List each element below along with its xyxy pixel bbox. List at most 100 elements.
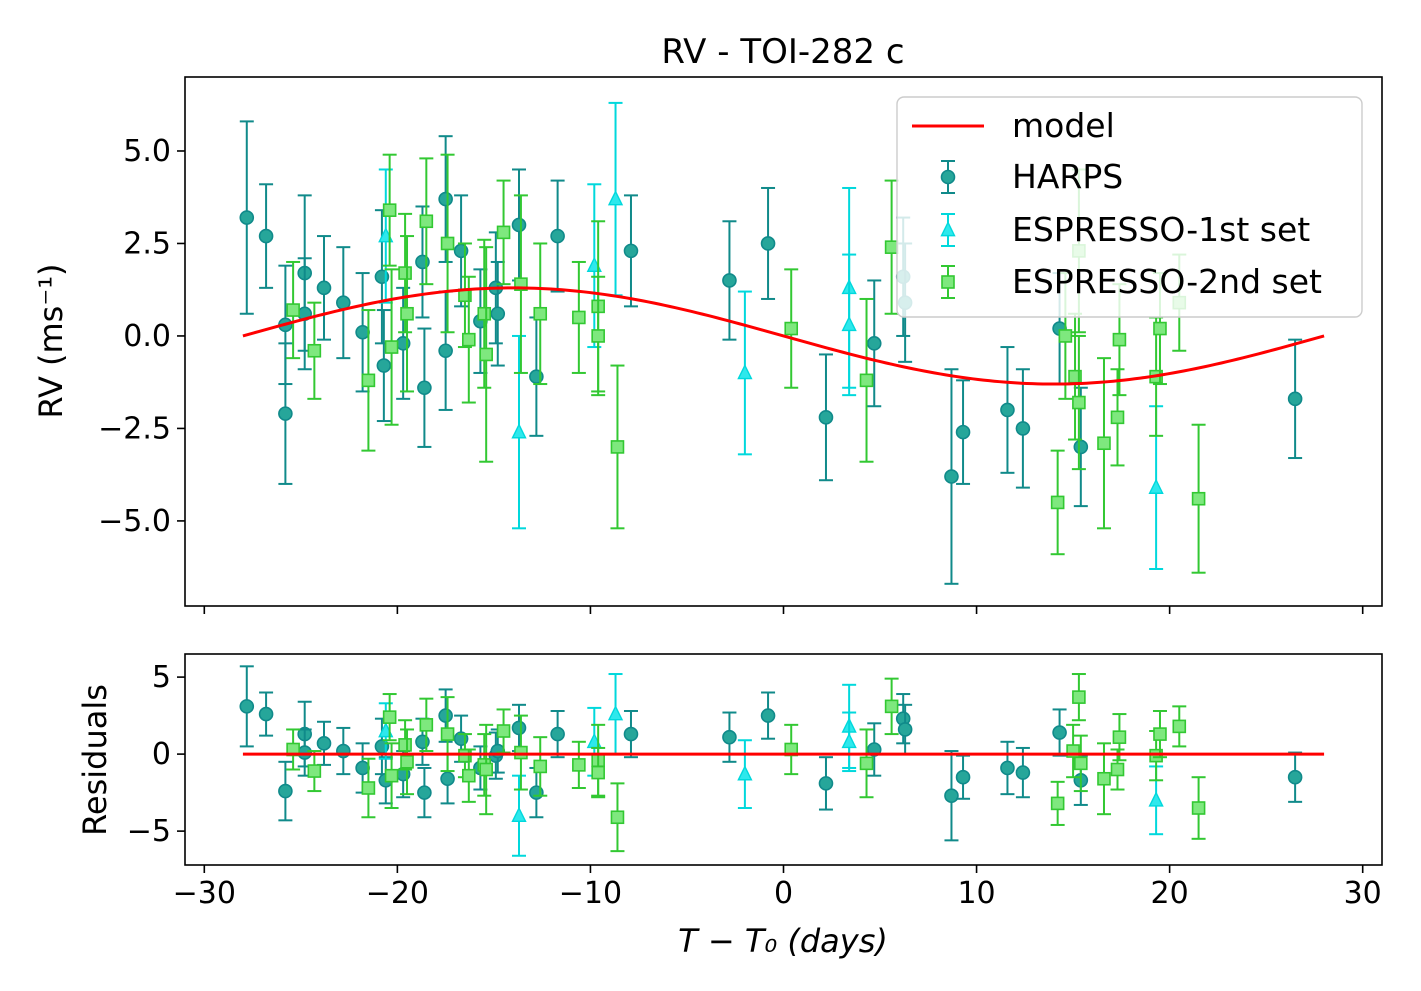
harps-point (438, 290, 453, 411)
harps-marker (355, 760, 370, 776)
espresso-2nd-set-point (461, 748, 476, 803)
y-tick-label: 2.5 (123, 226, 171, 261)
espresso-2nd-set-point (496, 708, 511, 754)
espresso-2nd-set-marker (1172, 719, 1187, 734)
x-tick-label: 10 (957, 876, 995, 911)
espresso-2nd-set-marker (286, 303, 300, 317)
espresso-2nd-set-marker (572, 310, 586, 325)
harps-point (529, 316, 544, 437)
legend-label-harps: HARPS (1012, 157, 1123, 196)
espresso-1st-set-point (607, 673, 624, 756)
espresso-2nd-set-marker (477, 306, 492, 321)
espresso-2nd-set-marker (1097, 436, 1111, 451)
harps-marker (722, 273, 737, 288)
espresso-2nd-set-marker (382, 203, 397, 217)
espresso-2nd-set-point (440, 696, 455, 773)
harps-point (1015, 368, 1031, 489)
espresso-1st-set-marker (511, 423, 527, 439)
harps-point (722, 711, 737, 763)
harps-point (818, 756, 834, 811)
harps-marker (760, 708, 776, 723)
espresso-2nd-set-marker (610, 440, 625, 454)
espresso-2nd-set-point (1050, 449, 1065, 556)
harps-marker (278, 406, 293, 421)
harps-point (490, 260, 506, 367)
espresso-2nd-set-marker (533, 306, 548, 321)
harps-point (239, 665, 255, 748)
espresso-2nd-set-marker (384, 768, 399, 783)
espresso-1st-set-marker (841, 732, 857, 749)
espresso-2nd-set-point (286, 728, 301, 771)
harps-point (550, 709, 565, 759)
espresso-1st-set-point (511, 334, 527, 530)
espresso-1st-set-point (607, 101, 624, 297)
espresso-2nd-set-marker (384, 340, 399, 354)
espresso-2nd-set-marker (1191, 491, 1206, 506)
espresso-2nd-set-marker (591, 765, 605, 780)
espresso-2nd-set-point (884, 677, 899, 736)
harps-point (355, 742, 370, 794)
legend-marker (940, 169, 956, 185)
harps-point (944, 750, 959, 842)
harps-point (355, 272, 370, 393)
espresso-2nd-set-point (1071, 673, 1086, 722)
rv-y-axis: 5.0 2.5 0.0 −2.5 −5.0 (98, 134, 185, 539)
harps-point (316, 235, 332, 341)
espresso-2nd-set-point (610, 364, 625, 530)
espresso-2nd-set-point (859, 728, 874, 799)
espresso-1st-set-point (737, 739, 753, 810)
espresso-2nd-set-point (1191, 423, 1206, 574)
harps-point (1052, 708, 1067, 757)
model-line (242, 286, 1325, 386)
espresso-2nd-set-marker (419, 214, 434, 229)
espresso-2nd-set-marker (307, 343, 322, 358)
espresso-2nd-set-marker (479, 762, 493, 777)
residuals-panel: 5 0 −5 −30 −20 −10 0 10 20 30 Residuals (76, 653, 1383, 911)
harps-marker (258, 706, 274, 722)
harps-point (511, 168, 527, 282)
espresso-2nd-set-point (533, 736, 548, 797)
espresso-2nd-set-marker (400, 755, 414, 769)
y-tick-label: 5 (152, 660, 171, 695)
espresso-2nd-set-marker (398, 738, 412, 752)
espresso-2nd-set-marker (440, 236, 455, 251)
harps-marker (440, 771, 455, 787)
harps-marker (376, 358, 392, 373)
harps-marker (239, 210, 255, 225)
rv-panel: 5.0 2.5 0.0 −2.5 −5.0 RV (ms⁻¹) model HARPS … (32, 76, 1383, 614)
harps-marker (550, 726, 565, 742)
espresso-1st-set-marker (607, 189, 624, 206)
harps-marker (1000, 402, 1015, 418)
legend-box (896, 96, 1363, 318)
rv-plot-area (239, 101, 1325, 585)
espresso-1st-set-point (841, 253, 857, 397)
espresso-2nd-set-point (384, 268, 399, 426)
espresso-2nd-set-marker (1110, 410, 1125, 425)
espresso-1st-set-point (737, 290, 753, 456)
harps-marker (1000, 760, 1015, 776)
harps-point (760, 691, 776, 740)
harps-marker (511, 217, 527, 233)
harps-point (258, 691, 274, 737)
espresso-2nd-set-point (457, 242, 472, 349)
harps-marker (760, 236, 776, 251)
harps-marker (897, 722, 913, 737)
harps-marker (944, 788, 959, 803)
espresso-2nd-set-point (479, 723, 494, 816)
harps-marker (490, 306, 506, 322)
espresso-2nd-set-marker (496, 724, 511, 738)
espresso-2nd-set-marker (479, 347, 493, 362)
harps-marker (417, 785, 432, 800)
espresso-2nd-set-marker (398, 266, 412, 280)
harps-marker (722, 729, 737, 745)
residuals-x-axis: −30 −20 −10 0 10 20 30 (173, 865, 1382, 911)
y-tick-label: −5 (127, 814, 171, 849)
espresso-2nd-set-marker (1112, 332, 1127, 347)
espresso-2nd-set-point (307, 750, 322, 793)
residuals-y-axis-label: Residuals (76, 684, 114, 836)
harps-marker (297, 745, 313, 760)
espresso-2nd-set-point (1191, 776, 1206, 840)
espresso-2nd-set-point (533, 242, 548, 386)
espresso-2nd-set-point (884, 179, 899, 315)
espresso-2nd-set-marker (1097, 771, 1111, 786)
